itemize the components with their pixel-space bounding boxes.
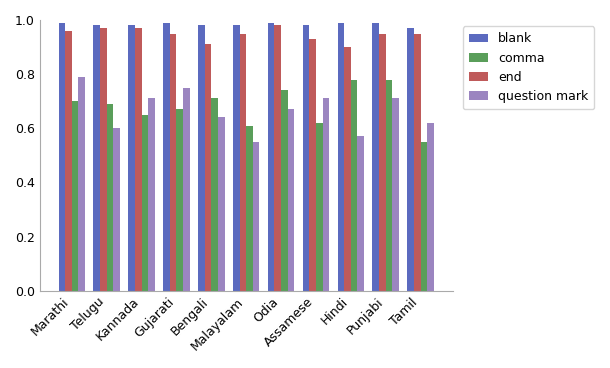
Bar <box>240 33 246 291</box>
Bar <box>246 125 253 291</box>
Bar <box>183 88 190 291</box>
Bar <box>135 28 142 291</box>
Bar <box>274 25 281 291</box>
Bar <box>386 79 392 291</box>
Bar <box>379 33 386 291</box>
Bar <box>72 101 79 291</box>
Bar <box>176 109 183 291</box>
Bar <box>351 79 357 291</box>
Bar <box>142 115 148 291</box>
Bar <box>148 99 155 291</box>
Bar <box>407 28 414 291</box>
Bar <box>128 25 135 291</box>
Bar <box>113 128 120 291</box>
Bar <box>211 99 218 291</box>
Bar <box>59 23 65 291</box>
Bar <box>218 117 224 291</box>
Bar <box>392 99 399 291</box>
Bar <box>288 109 294 291</box>
Bar <box>253 142 259 291</box>
Bar <box>93 25 100 291</box>
Bar <box>65 31 72 291</box>
Bar <box>233 25 240 291</box>
Bar <box>337 23 344 291</box>
Bar <box>170 33 176 291</box>
Bar <box>107 104 113 291</box>
Bar <box>309 39 316 291</box>
Bar <box>316 123 323 291</box>
Bar <box>357 137 364 291</box>
Bar <box>281 91 288 291</box>
Bar <box>205 45 211 291</box>
Bar <box>198 25 205 291</box>
Bar <box>414 33 420 291</box>
Bar <box>344 47 351 291</box>
Bar <box>323 99 329 291</box>
Bar <box>79 77 85 291</box>
Bar <box>372 23 379 291</box>
Bar <box>100 28 107 291</box>
Bar <box>268 23 274 291</box>
Bar <box>163 23 170 291</box>
Bar <box>420 142 427 291</box>
Legend: blank, comma, end, question mark: blank, comma, end, question mark <box>463 26 594 110</box>
Bar <box>303 25 309 291</box>
Bar <box>427 123 434 291</box>
